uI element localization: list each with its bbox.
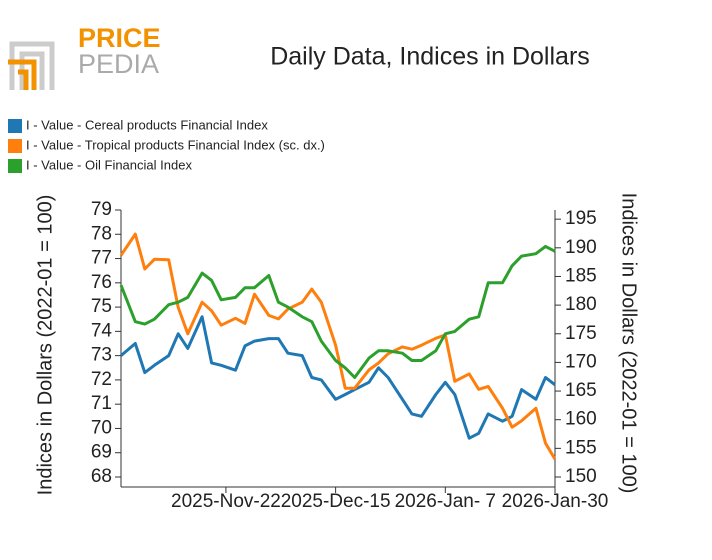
series-line — [120, 315, 556, 440]
y-axis-title: Indices in Dollars (2022-01 = 100) — [34, 195, 56, 496]
y-tick-label: 70 — [91, 417, 112, 438]
y2-tick-label: 175 — [565, 323, 597, 344]
series-line — [119, 232, 557, 460]
y-tick-label: 72 — [91, 369, 112, 390]
logo-text: PEDIA — [78, 49, 159, 79]
y2-tick-label: 180 — [565, 294, 597, 315]
x-tick-label: 2026-Jan-30 — [502, 491, 609, 512]
y-tick-label: 78 — [91, 223, 112, 244]
y2-tick-label: 195 — [565, 208, 597, 229]
y-tick-label: 69 — [91, 442, 112, 463]
y-tick-label: 71 — [91, 393, 112, 414]
y-tick-label: 74 — [91, 320, 113, 341]
y2-tick-label: 155 — [565, 437, 597, 458]
x-tick-label: 2025-Dec-15 — [281, 491, 391, 512]
logo: PRICE PEDIA — [8, 23, 161, 90]
y2-tick-label: 185 — [565, 265, 597, 286]
legend-label: I - Value - Tropical products Financial … — [26, 137, 325, 152]
chart-title: Daily Data, Indices in Dollars — [270, 43, 590, 71]
y2-axis-title: Indices in Dollars (2022-01 = 100) — [618, 193, 640, 494]
y-tick-label: 73 — [91, 345, 112, 366]
legend-label: I - Value - Cereal products Financial In… — [26, 117, 268, 132]
legend: I - Value - Cereal products Financial In… — [8, 117, 325, 173]
legend-swatch — [8, 119, 22, 133]
y2-tick-label: 170 — [565, 351, 597, 372]
y-tick-label: 75 — [91, 296, 112, 317]
legend-swatch — [8, 159, 22, 173]
y2-tick-label: 150 — [565, 466, 597, 487]
legend-label: I - Value - Oil Financial Index — [26, 157, 192, 172]
y2-tick-label: 165 — [565, 380, 597, 401]
y2-tick-label: 160 — [565, 409, 597, 430]
y2-tick-label: 190 — [565, 237, 597, 258]
y-tick-label: 76 — [91, 272, 112, 293]
y-tick-label: 79 — [91, 199, 112, 220]
logo-text: PRICE — [78, 23, 161, 53]
legend-swatch — [8, 139, 22, 153]
y-tick-label: 68 — [91, 466, 112, 487]
y-tick-label: 77 — [91, 248, 112, 269]
x-tick-label: 2026-Jan- 7 — [395, 491, 496, 512]
series-line — [119, 244, 556, 379]
x-tick-label: 2025-Nov-22 — [171, 491, 281, 512]
